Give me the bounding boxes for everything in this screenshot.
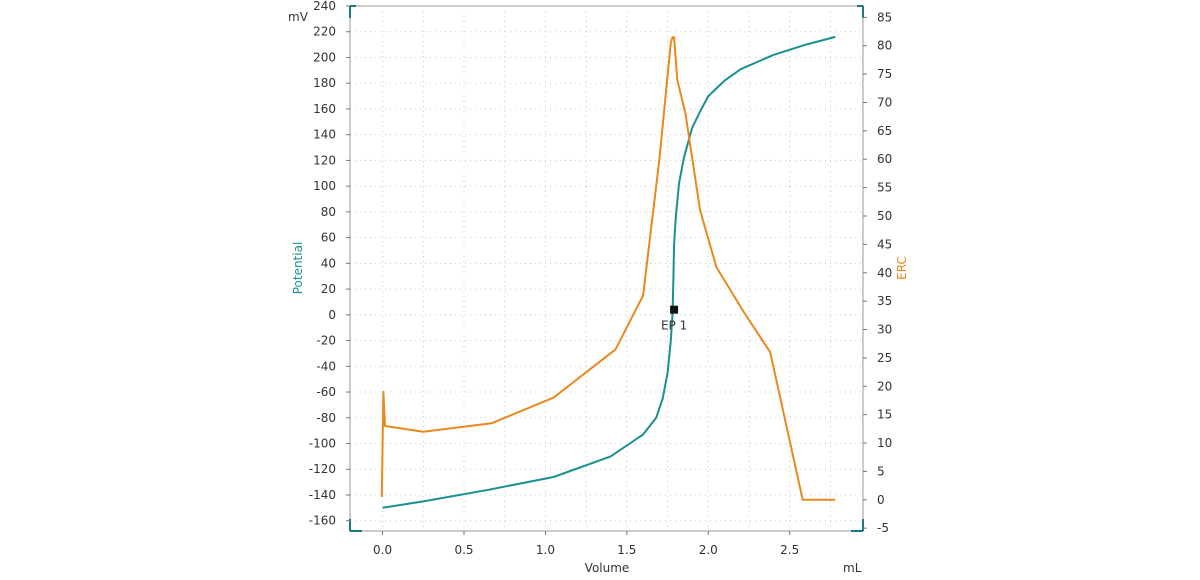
left-tick-label: 240 [313,0,336,13]
series-line-erc [380,36,836,501]
left-tick-label: 200 [313,50,336,64]
left-tick-label: 120 [313,153,336,167]
x-tick-label: 2.0 [699,543,718,557]
right-tick-label: 0 [877,493,885,507]
left-tick-label: 20 [321,282,336,296]
left-tick-label: 140 [313,128,336,142]
right-tick-label: 55 [877,181,892,195]
right-tick-label: 50 [877,209,892,223]
left-tick-label: -60 [316,385,336,399]
right-tick-label: 60 [877,152,892,166]
left-tick-label: 180 [313,76,336,90]
left-axis-unit: mV [288,10,309,24]
right-tick-label: -5 [877,521,889,535]
bracket-top-left [349,5,356,18]
corner-brackets [349,5,864,532]
right-tick-label: 25 [877,351,892,365]
x-axis-label: Volume [585,561,630,575]
endpoint-marker[interactable] [670,305,679,314]
left-tick-label: -80 [316,411,336,425]
right-tick-label: 5 [877,464,885,478]
endpoint-label: EP 1 [661,319,687,333]
right-tick-label: 70 [877,95,892,109]
left-tick-label: -120 [309,462,336,476]
left-tick-label: -100 [309,437,336,451]
bracket-bottom-right [851,519,864,532]
right-tick-label: 30 [877,323,892,337]
left-tick-label: 220 [313,25,336,39]
right-tick-label: 45 [877,237,892,251]
left-axis-label: Potential [291,242,305,295]
left-tick-label: 40 [321,256,336,270]
right-tick-label: 65 [877,124,892,138]
x-axis-ticks: 0.0 0.5 1.0 1.5 2.0 2.5 [373,531,799,557]
right-tick-label: 85 [877,10,892,24]
right-tick-label: 10 [877,436,892,450]
right-tick-label: 40 [877,266,892,280]
right-axis-label: ERC [895,256,909,280]
right-tick-label: 75 [877,67,892,81]
left-tick-label: -20 [316,334,336,348]
x-axis-unit: mL [843,561,862,575]
left-tick-label: -40 [316,359,336,373]
left-tick-label: -140 [309,488,336,502]
x-tick-label: 1.0 [536,543,555,557]
x-tick-label: 0.5 [454,543,473,557]
left-tick-label: 0 [328,308,336,322]
left-tick-label: 160 [313,102,336,116]
x-tick-label: 1.5 [617,543,636,557]
right-tick-label: 20 [877,379,892,393]
grid-lines [350,5,863,531]
left-tick-label: 60 [321,231,336,245]
bracket-top-right [857,5,864,18]
series-line-potential [382,35,836,509]
plot-frame [349,5,864,532]
x-tick-label: 2.5 [780,543,799,557]
right-tick-label: 80 [877,39,892,53]
right-tick-label: 15 [877,408,892,422]
left-tick-label: 100 [313,179,336,193]
left-tick-label: -160 [309,514,336,528]
left-tick-label: 80 [321,205,336,219]
right-tick-label: 35 [877,294,892,308]
left-axis-ticks: 240220200180160140120100806040200-20-40-… [309,0,350,528]
x-tick-label: 0.0 [373,543,392,557]
